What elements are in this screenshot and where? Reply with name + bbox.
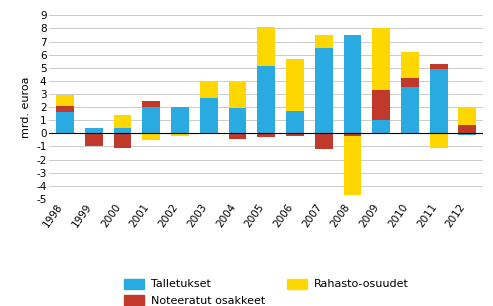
Bar [344, 133, 361, 136]
Bar [458, 125, 476, 133]
Bar [458, 133, 476, 135]
Bar [286, 111, 304, 133]
Bar [257, 66, 275, 133]
Bar [344, 136, 361, 195]
Bar [401, 88, 419, 133]
Bar [372, 28, 390, 90]
Bar [372, 90, 390, 120]
Bar [257, 27, 275, 66]
Bar [56, 106, 74, 112]
Bar [114, 128, 132, 133]
Bar [344, 35, 361, 133]
Bar [114, 133, 132, 148]
Bar [56, 95, 74, 106]
Y-axis label: mrd. euroa: mrd. euroa [21, 76, 31, 138]
Bar [85, 133, 103, 147]
Bar [315, 48, 333, 133]
Bar [430, 133, 448, 148]
Legend: Talletukset, Noteeratut osakkeet, Rahasto-osuudet: Talletukset, Noteeratut osakkeet, Rahast… [119, 274, 413, 306]
Bar [401, 52, 419, 78]
Bar [315, 35, 333, 48]
Bar [229, 133, 246, 139]
Bar [142, 107, 160, 133]
Bar [56, 112, 74, 133]
Bar [171, 133, 189, 136]
Bar [229, 82, 246, 108]
Bar [315, 133, 333, 149]
Bar [85, 128, 103, 133]
Bar [200, 98, 218, 133]
Bar [171, 107, 189, 133]
Bar [430, 64, 448, 69]
Bar [372, 120, 390, 133]
Bar [286, 133, 304, 136]
Bar [114, 115, 132, 128]
Bar [458, 108, 476, 125]
Bar [200, 81, 218, 98]
Bar [286, 58, 304, 111]
Bar [257, 133, 275, 137]
Bar [142, 101, 160, 107]
Bar [229, 108, 246, 133]
Bar [142, 133, 160, 140]
Bar [430, 69, 448, 133]
Bar [401, 78, 419, 88]
